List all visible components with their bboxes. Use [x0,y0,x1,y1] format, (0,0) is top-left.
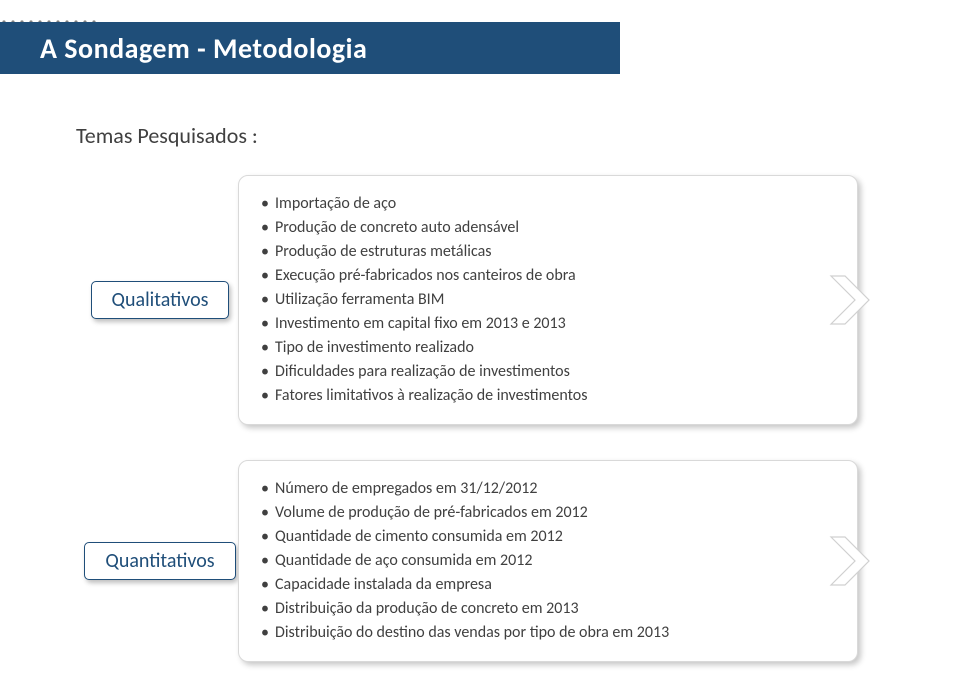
chevron-icon [825,533,881,589]
list-item: Tipo de investimento realizado [261,336,827,360]
content-shape-qualitativos: Importação de açoProdução de concreto au… [238,175,858,425]
list-item: Capacidade instalada da empresa [261,573,827,597]
list-item: Quantidade de aço consumida em 2012 [261,549,827,573]
page-title: A Sondagem - Metodologia [40,31,367,66]
list-item: Produção de estruturas metálicas [261,240,827,264]
list-item: Quantidade de cimento consumida em 2012 [261,525,827,549]
qualitativos-block: Qualitativos Importação de açoProdução d… [76,175,858,425]
list-item: Distribuição da produção de concreto em … [261,597,827,621]
label-col: Qualitativos [76,281,244,319]
label-text: Qualitativos [112,288,209,312]
list-item: Distribuição do destino das vendas por t… [261,621,827,645]
item-list: Número de empregados em 31/12/2012Volume… [261,477,827,645]
content-shape-quantitativos: Número de empregados em 31/12/2012Volume… [238,460,858,662]
list-item: Fatores limitativos à realização de inve… [261,384,827,408]
title-bar: A Sondagem - Metodologia [0,22,620,74]
list-item: Volume de produção de pré-fabricados em … [261,501,827,525]
label-text: Quantitativos [105,549,214,573]
list-item: Produção de concreto auto adensável [261,216,827,240]
list-item: Utilização ferramenta BIM [261,288,827,312]
list-item: Número de empregados em 31/12/2012 [261,477,827,501]
label-col: Quantitativos [76,542,244,580]
label-box-qualitativos: Qualitativos [91,281,230,319]
chevron-icon [825,272,881,328]
list-item: Execução pré-fabricados nos canteiros de… [261,264,827,288]
quantitativos-block: Quantitativos Número de empregados em 31… [76,460,858,662]
label-box-quantitativos: Quantitativos [84,542,235,580]
subtitle: Temas Pesquisados : [76,122,258,149]
list-item: Importação de aço [261,192,827,216]
item-list: Importação de açoProdução de concreto au… [261,192,827,408]
list-item: Dificuldades para realização de investim… [261,360,827,384]
list-item: Investimento em capital fixo em 2013 e 2… [261,312,827,336]
